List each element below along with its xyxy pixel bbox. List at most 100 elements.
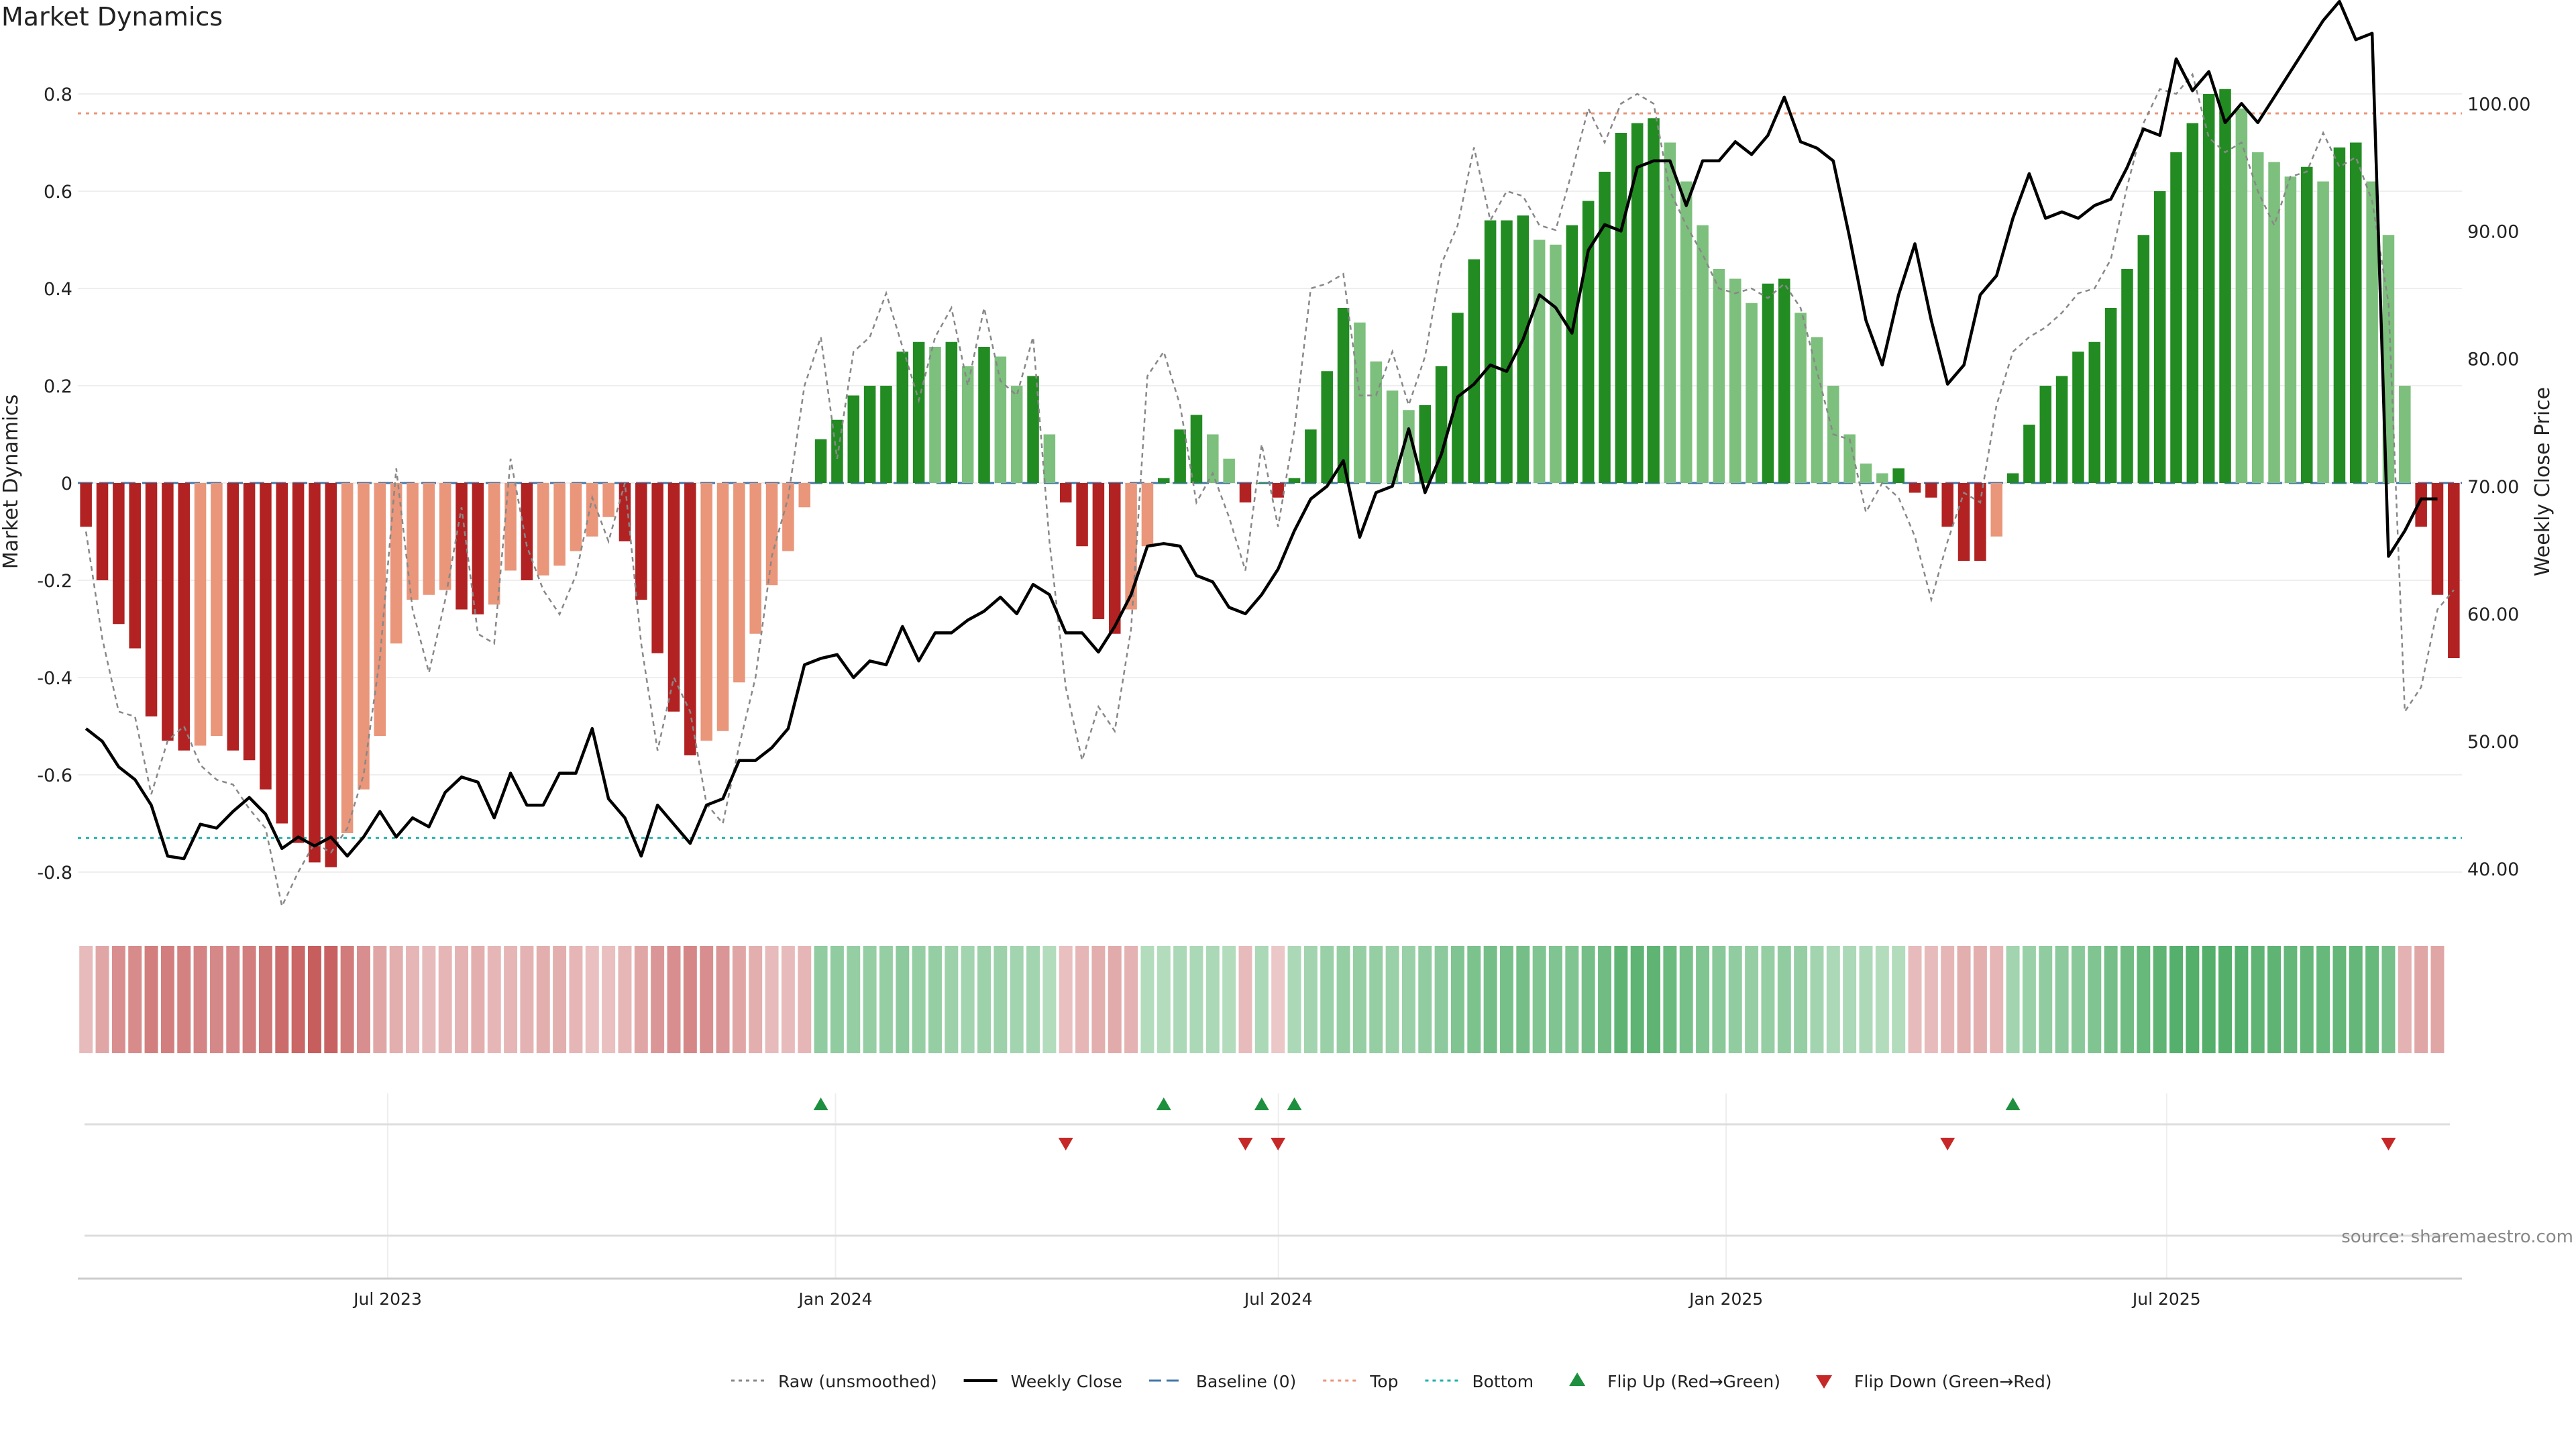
regime-strip-cell <box>1826 946 1840 1053</box>
regime-strip-cell <box>863 946 877 1053</box>
left-tick-label: 0.6 <box>44 182 72 203</box>
dynamics-bar <box>1664 142 1676 483</box>
dynamics-bar <box>1027 376 1039 483</box>
dynamics-bar <box>733 483 745 683</box>
legend-swatch <box>1569 1373 1586 1386</box>
dynamics-bar <box>162 483 174 741</box>
legend-swatch <box>1816 1375 1833 1389</box>
dynamics-bar <box>1566 225 1578 483</box>
regime-strip-cell <box>1745 946 1759 1053</box>
legend-item: Weekly Close <box>963 1372 1122 1391</box>
regime-strip-cell <box>1581 946 1595 1053</box>
regime-strip-cell <box>1679 946 1693 1053</box>
regime-strip-cell <box>634 946 648 1053</box>
dynamics-bar <box>2284 176 2297 483</box>
dynamics-bar <box>2186 123 2199 483</box>
dynamics-bar <box>1092 483 1105 619</box>
regime-strip-cell <box>683 946 697 1053</box>
dynamics-bar <box>1533 239 1546 483</box>
regime-strip-cell <box>912 946 926 1053</box>
legend-label: Raw (unsmoothed) <box>778 1372 937 1391</box>
regime-strip-cell <box>2251 946 2265 1053</box>
dynamics-bar <box>1697 225 1709 483</box>
regime-strip-cell <box>1434 946 1448 1053</box>
regime-strip-cell <box>1157 946 1171 1053</box>
regime-strip-cell <box>2169 946 2183 1053</box>
dynamics-bar <box>1223 458 1235 483</box>
flip-up-marker <box>1287 1097 1302 1110</box>
regime-strip-cell <box>1124 946 1138 1053</box>
regime-strip-cell <box>357 946 370 1053</box>
dynamics-bar <box>1860 464 1872 483</box>
dynamics-bar <box>1957 483 1970 561</box>
regime-strip-cell <box>1010 946 1024 1053</box>
regime-strip-cell <box>1696 946 1710 1053</box>
reference-lines <box>78 112 2462 839</box>
regime-strip-cell <box>1450 946 1464 1053</box>
dynamics-bar <box>325 483 337 867</box>
regime-strip-cell <box>1712 946 1726 1053</box>
flip-up-marker <box>1156 1097 1171 1110</box>
dynamics-bar <box>586 483 598 537</box>
dynamics-bar <box>2235 108 2248 483</box>
regime-strip-cell <box>2006 946 2020 1053</box>
regime-strip-cell <box>1614 946 1628 1053</box>
dynamics-bar <box>1288 478 1301 483</box>
dynamics-bar <box>1484 220 1497 483</box>
dynamics-bar <box>1435 366 1448 483</box>
regime-strip-cell <box>2055 946 2069 1053</box>
legend-label: Flip Down (Green→Red) <box>1854 1372 2052 1391</box>
dynamics-bar <box>2300 166 2313 483</box>
dynamics-bar <box>358 483 370 790</box>
regime-strip-cell <box>1254 946 1269 1053</box>
regime-strip-cell <box>1108 946 1122 1053</box>
dynamics-bar <box>341 483 354 833</box>
dynamics-bar <box>504 483 517 571</box>
regime-strip-cell <box>928 946 942 1053</box>
dynamics-bar <box>1321 371 1333 483</box>
dynamics-bar <box>1517 215 1529 483</box>
raw-series <box>85 72 2455 909</box>
flip-markers-panel <box>85 1097 2450 1237</box>
regime-strip-cell <box>144 946 158 1053</box>
dynamics-bar <box>178 483 190 751</box>
left-tick-label: 0.4 <box>44 279 72 300</box>
dynamics-bar <box>1925 483 1937 498</box>
dynamics-bar <box>1713 269 1725 483</box>
legend-item: Raw (unsmoothed) <box>731 1372 937 1391</box>
dynamics-bar <box>602 483 614 517</box>
dynamics-bar <box>145 483 158 716</box>
dynamics-bar <box>929 347 941 483</box>
dynamics-bar <box>2366 181 2378 483</box>
dynamics-bar <box>1631 123 1644 483</box>
dynamics-bar <box>194 483 207 746</box>
x-tick-label: Jul 2025 <box>2131 1289 2201 1309</box>
regime-strip-cell <box>422 946 436 1053</box>
regime-strip-cell <box>765 946 779 1053</box>
dynamics-bar <box>1043 434 1056 483</box>
dynamics-bar <box>2448 483 2460 658</box>
regime-strip-cell <box>2104 946 2118 1053</box>
dynamics-bar <box>2088 341 2101 483</box>
regime-strip-cell <box>700 946 714 1053</box>
dynamics-bar <box>2202 94 2215 483</box>
flip-down-marker <box>1058 1138 1073 1150</box>
regime-strip-cell <box>1990 946 2004 1053</box>
dynamics-bar <box>292 483 305 843</box>
regime-strip-cell <box>1369 946 1383 1053</box>
regime-strip-cell <box>2316 946 2330 1053</box>
dynamics-bar <box>472 483 484 614</box>
dynamics-bars <box>80 89 2460 867</box>
legend-label: Flip Up (Red→Green) <box>1607 1372 1780 1391</box>
dynamics-bar <box>994 356 1007 483</box>
dynamics-bar <box>553 483 566 566</box>
dynamics-bar <box>1190 415 1203 483</box>
regime-strip-cell <box>749 946 763 1053</box>
regime-strip-cell <box>2398 946 2412 1053</box>
regime-strip-cell <box>585 946 599 1053</box>
flip-up-marker <box>1254 1097 1269 1110</box>
flip-up-marker <box>2005 1097 2021 1110</box>
regime-strip-cell <box>667 946 681 1053</box>
dynamics-bar <box>1599 172 1611 483</box>
regime-strip-cell <box>209 946 223 1053</box>
